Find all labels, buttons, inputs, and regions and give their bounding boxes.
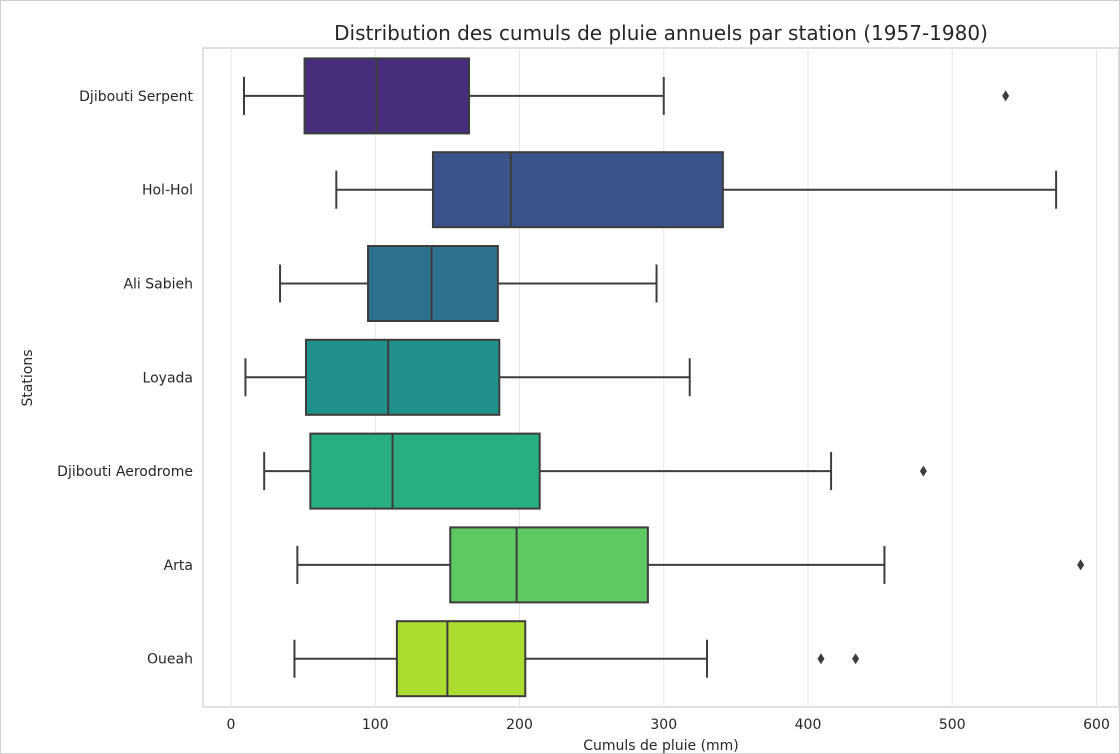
box-djibouti-aerodrome <box>309 432 541 510</box>
y-tick-label: Hol-Hol <box>142 183 193 199</box>
x-tick-label: 600 <box>1083 717 1110 733</box>
box-loyada <box>305 338 501 416</box>
x-tick-label: 200 <box>506 717 533 733</box>
y-axis-label: Stations <box>20 349 36 406</box>
y-tick-label: Loyada <box>143 370 193 386</box>
outlier-point <box>919 465 927 477</box>
x-axis-label: Cumuls de pluie (mm) <box>583 738 739 753</box>
outlier-point <box>817 653 825 665</box>
chart-title: Distribution des cumuls de pluie annuels… <box>334 21 988 45</box>
outlier-point <box>1002 90 1010 102</box>
x-tick-label: 100 <box>362 717 389 733</box>
box-arta <box>449 526 649 604</box>
y-tick-label: Djibouti Serpent <box>79 89 193 105</box>
y-tick-label: Ali Sabieh <box>123 277 193 293</box>
x-tick-label: 500 <box>939 717 966 733</box>
y-tick-label: Arta <box>164 558 193 574</box>
x-tick-label: 400 <box>795 717 822 733</box>
x-tick-label: 0 <box>227 717 236 733</box>
outlier-point <box>852 653 860 665</box>
x-tick-label: 300 <box>650 717 677 733</box>
box-ali-sabieh <box>367 245 499 322</box>
box-hol-hol <box>431 151 724 229</box>
box-djibouti-serpent <box>303 57 471 135</box>
y-tick-label: Djibouti Aerodrome <box>57 464 193 480</box>
y-tick-label: Oueah <box>147 652 193 668</box>
box-oueah <box>395 620 527 698</box>
outlier-point <box>1077 559 1085 571</box>
